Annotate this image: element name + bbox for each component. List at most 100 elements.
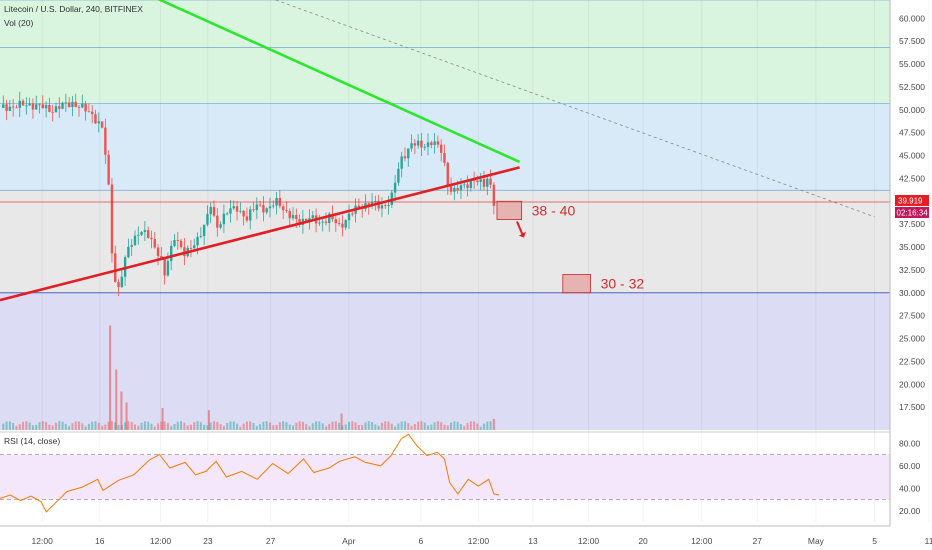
volume-bar-44 <box>147 421 150 430</box>
candle-body-28 <box>94 114 97 124</box>
candles <box>2 91 496 297</box>
volume-bar-8 <box>28 422 31 430</box>
candle-body-128 <box>423 146 426 148</box>
candle-body-33 <box>110 184 114 254</box>
volume-bars <box>2 325 495 430</box>
price-tick-10: 35.000 <box>899 242 925 252</box>
target-box-0 <box>496 200 523 220</box>
volume-bar-81 <box>268 422 271 430</box>
candle-body-24 <box>81 103 84 108</box>
candle-body-80 <box>265 208 268 213</box>
candle-body-86 <box>285 210 288 212</box>
candle-body-62 <box>206 214 209 225</box>
candle-body-117 <box>387 204 390 206</box>
x-tick-11: 12:00 <box>691 536 713 546</box>
candle-body-49 <box>163 259 166 276</box>
volume-label: Vol (20) <box>4 18 33 28</box>
candle-body-34 <box>114 253 117 282</box>
volume-bar-66 <box>219 424 222 430</box>
x-tick-2: 12:00 <box>150 536 172 546</box>
volume-bar-42 <box>140 422 143 430</box>
volume-bar-67 <box>222 426 225 430</box>
volume-bar-6 <box>22 421 25 430</box>
dotted-trendline <box>275 0 875 218</box>
candle-body-113 <box>374 200 377 202</box>
volume-bar-78 <box>259 424 262 430</box>
rsi-tick-0: 80.00 <box>899 438 921 448</box>
x-tick-12: 27 <box>753 536 763 546</box>
candle-body-58 <box>193 245 196 249</box>
target-boxes: 38 - 40 30 - 32 <box>496 200 645 294</box>
price-tick-15: 22.500 <box>899 356 925 366</box>
candle-body-13 <box>44 104 48 109</box>
candle-body-77 <box>255 204 259 211</box>
volume-bar-55 <box>183 422 186 430</box>
candle-body-79 <box>262 205 265 213</box>
volume-bar-51 <box>170 426 173 430</box>
price-tick-12: 30.000 <box>899 288 925 298</box>
target-label-1: 30 - 32 <box>601 276 645 292</box>
volume-bar-41 <box>137 425 140 430</box>
volume-bar-79 <box>262 421 265 430</box>
volume-bar-134 <box>443 424 446 430</box>
zone-4 <box>0 292 890 430</box>
price-tick-3: 52.500 <box>899 82 925 92</box>
zone-0 <box>0 0 890 48</box>
volume-bar-5 <box>18 424 21 430</box>
candle-body-43 <box>143 230 147 233</box>
horizontal-zones <box>0 0 890 430</box>
candle-body-32 <box>107 154 110 185</box>
volume-bar-38 <box>127 421 130 430</box>
volume-bar-9 <box>31 425 34 430</box>
volume-bar-25 <box>84 426 87 430</box>
x-tick-1: 16 <box>95 536 105 546</box>
volume-bar-47 <box>157 423 160 430</box>
candle-body-131 <box>433 141 436 146</box>
candle-body-59 <box>196 236 199 246</box>
candle-body-102 <box>337 223 341 224</box>
candle-body-142 <box>469 180 473 189</box>
zone-1 <box>0 47 890 104</box>
candle-body-20 <box>67 102 71 108</box>
volume-bar-93 <box>308 426 311 430</box>
candle-body-66 <box>219 224 222 228</box>
upper-trendline <box>157 0 521 164</box>
volume-bar-49 <box>163 421 166 430</box>
volume-bar-143 <box>473 421 476 430</box>
candle-body-90 <box>298 219 301 225</box>
volume-bar-109 <box>361 425 364 430</box>
volume-bar-19 <box>64 423 67 430</box>
volume-bar-132 <box>436 421 439 430</box>
volume-bar-11 <box>38 422 41 430</box>
candle-body-14 <box>48 104 51 112</box>
candle-body-71 <box>235 206 239 212</box>
candle-body-74 <box>245 216 249 221</box>
price-tick-4: 50.000 <box>899 105 925 115</box>
volume-bar-30 <box>101 425 104 430</box>
volume-bar-101 <box>334 421 337 430</box>
candle-body-36 <box>120 276 124 288</box>
volume-bar-82 <box>272 425 275 430</box>
x-tick-8: 13 <box>528 536 538 546</box>
volume-bar-14 <box>48 424 51 430</box>
volume-bar-129 <box>427 425 430 430</box>
candle-body-21 <box>71 101 74 108</box>
volume-bar-57 <box>189 424 192 430</box>
volume-bar-40 <box>133 424 136 430</box>
candle-body-103 <box>341 223 344 228</box>
x-tick-7: 12:00 <box>468 536 490 546</box>
candle-body-140 <box>463 184 466 186</box>
candle-body-45 <box>150 237 153 240</box>
candle-body-42 <box>140 232 143 235</box>
x-tick-10: 20 <box>638 536 648 546</box>
candle-body-105 <box>347 213 351 221</box>
target-arrow <box>516 221 524 236</box>
target-arrow-head <box>518 231 526 238</box>
candle-body-16 <box>54 106 58 113</box>
price-tick-13: 27.500 <box>899 311 925 321</box>
candle-body-31 <box>104 127 107 155</box>
volume-bar-27 <box>91 421 94 430</box>
volume-bar-26 <box>87 423 90 430</box>
volume-bar-39 <box>130 421 133 430</box>
